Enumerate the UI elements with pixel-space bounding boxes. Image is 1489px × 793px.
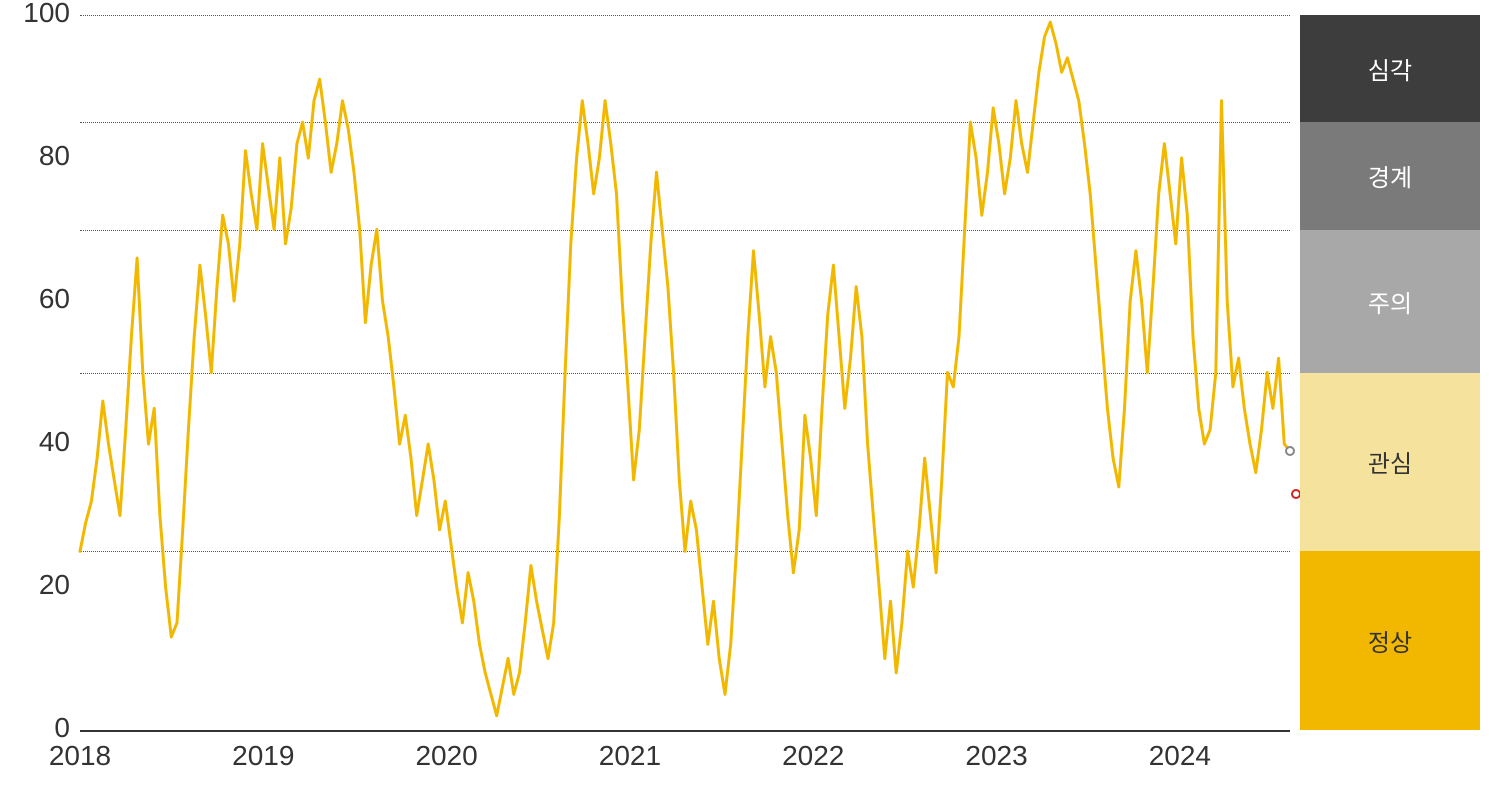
- legend-band-label: 주의: [1368, 284, 1412, 319]
- y-tick-label: 100: [0, 0, 70, 29]
- legend-band: 정상: [1300, 551, 1480, 730]
- y-tick-label: 60: [0, 283, 70, 315]
- legend-band-label: 정상: [1368, 623, 1412, 658]
- x-axis-line: [80, 730, 1290, 732]
- legend-band: 주의: [1300, 230, 1480, 373]
- x-tick-label: 2023: [957, 740, 1037, 772]
- y-tick-label: 40: [0, 426, 70, 458]
- data-line: [80, 22, 1290, 716]
- legend-band-label: 관심: [1368, 444, 1412, 479]
- x-tick-label: 2022: [773, 740, 853, 772]
- legend-panel: 심각경계주의관심정상: [1300, 15, 1480, 730]
- legend-band: 관심: [1300, 373, 1480, 552]
- legend-band: 경계: [1300, 122, 1480, 229]
- x-tick-label: 2020: [407, 740, 487, 772]
- legend-band-label: 심각: [1368, 51, 1412, 86]
- legend-band: 심각: [1300, 15, 1480, 122]
- line-chart-svg: [80, 15, 1290, 730]
- y-tick-label: 20: [0, 569, 70, 601]
- data-marker: [1285, 446, 1295, 456]
- y-tick-label: 80: [0, 140, 70, 172]
- x-tick-label: 2018: [40, 740, 120, 772]
- x-tick-label: 2021: [590, 740, 670, 772]
- x-tick-label: 2024: [1140, 740, 1220, 772]
- chart-container: 020406080100 201820192020202120222023202…: [0, 0, 1489, 793]
- x-tick-label: 2019: [223, 740, 303, 772]
- plot-area: [80, 15, 1290, 730]
- legend-band-label: 경계: [1368, 158, 1412, 193]
